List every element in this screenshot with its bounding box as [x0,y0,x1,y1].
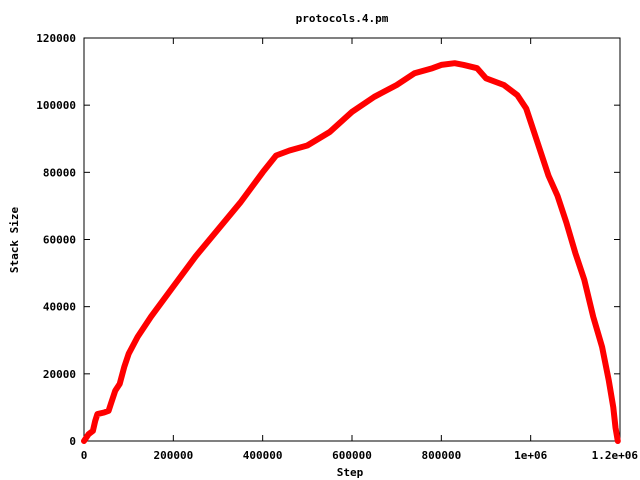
data-point [327,129,333,135]
y-axis-ticks: 0 20000 40000 60000 80000 100000 120000 [36,32,620,448]
series-line [81,60,621,444]
x-tick-label: 800000 [421,449,461,462]
data-point [563,220,569,226]
data-point [101,410,107,415]
data-point [572,250,578,256]
data-point [86,431,91,437]
data-point [613,425,618,431]
x-tick-label: 1.2e+06 [592,449,639,462]
data-point [121,364,127,370]
data-point [474,65,480,71]
data-point [546,173,551,179]
data-point [438,62,444,68]
data-point [429,65,435,71]
data-point [106,408,112,414]
data-point [514,92,520,98]
data-point [237,200,243,206]
x-tick-label: 0 [81,449,88,462]
y-axis-label: Stack Size [8,207,21,274]
data-point [461,62,467,68]
data-point [273,153,279,158]
data-point [528,119,534,125]
data-point [452,60,458,66]
data-point [90,428,96,434]
data-point [501,82,507,88]
data-point [287,148,292,153]
data-point [599,344,605,350]
data-point [483,75,489,81]
y-tick-label: 60000 [43,234,76,247]
data-point [117,381,123,387]
data-point [170,284,176,289]
data-point [412,70,417,76]
series-layer [81,60,621,444]
data-point [126,351,132,357]
data-point [148,314,154,320]
data-point [371,94,377,100]
y-tick-label: 0 [69,435,76,448]
data-point [112,388,118,394]
x-tick-label: 600000 [332,449,372,462]
x-tick-label: 1e+06 [514,449,547,462]
data-point [193,253,199,259]
x-axis-label: Step [337,466,364,479]
data-point [304,143,310,148]
data-point [349,109,355,115]
data-point [523,106,529,111]
x-axis-ticks: 0 200000 400000 600000 800000 1e+06 1.2e+06 [81,38,639,462]
data-point [615,438,621,444]
data-point [260,169,266,175]
data-point [590,314,596,320]
data-point [555,193,560,199]
data-point [610,404,616,410]
data-point [108,401,114,407]
data-point [94,411,100,417]
data-point [135,334,141,340]
chart-title: protocols.4.pm [296,12,389,25]
y-tick-label: 20000 [43,368,76,381]
data-point [81,438,87,444]
data-point [537,146,543,152]
y-tick-label: 80000 [43,166,76,179]
data-point [606,378,612,384]
data-point [215,226,221,232]
y-tick-label: 120000 [36,32,76,45]
y-tick-label: 100000 [36,99,76,112]
x-tick-label: 200000 [153,449,193,462]
x-tick-label: 400000 [243,449,283,462]
data-point [581,277,587,283]
data-point [92,418,98,424]
y-tick-label: 40000 [43,301,76,314]
plot-frame [83,37,621,442]
data-point [394,82,400,88]
